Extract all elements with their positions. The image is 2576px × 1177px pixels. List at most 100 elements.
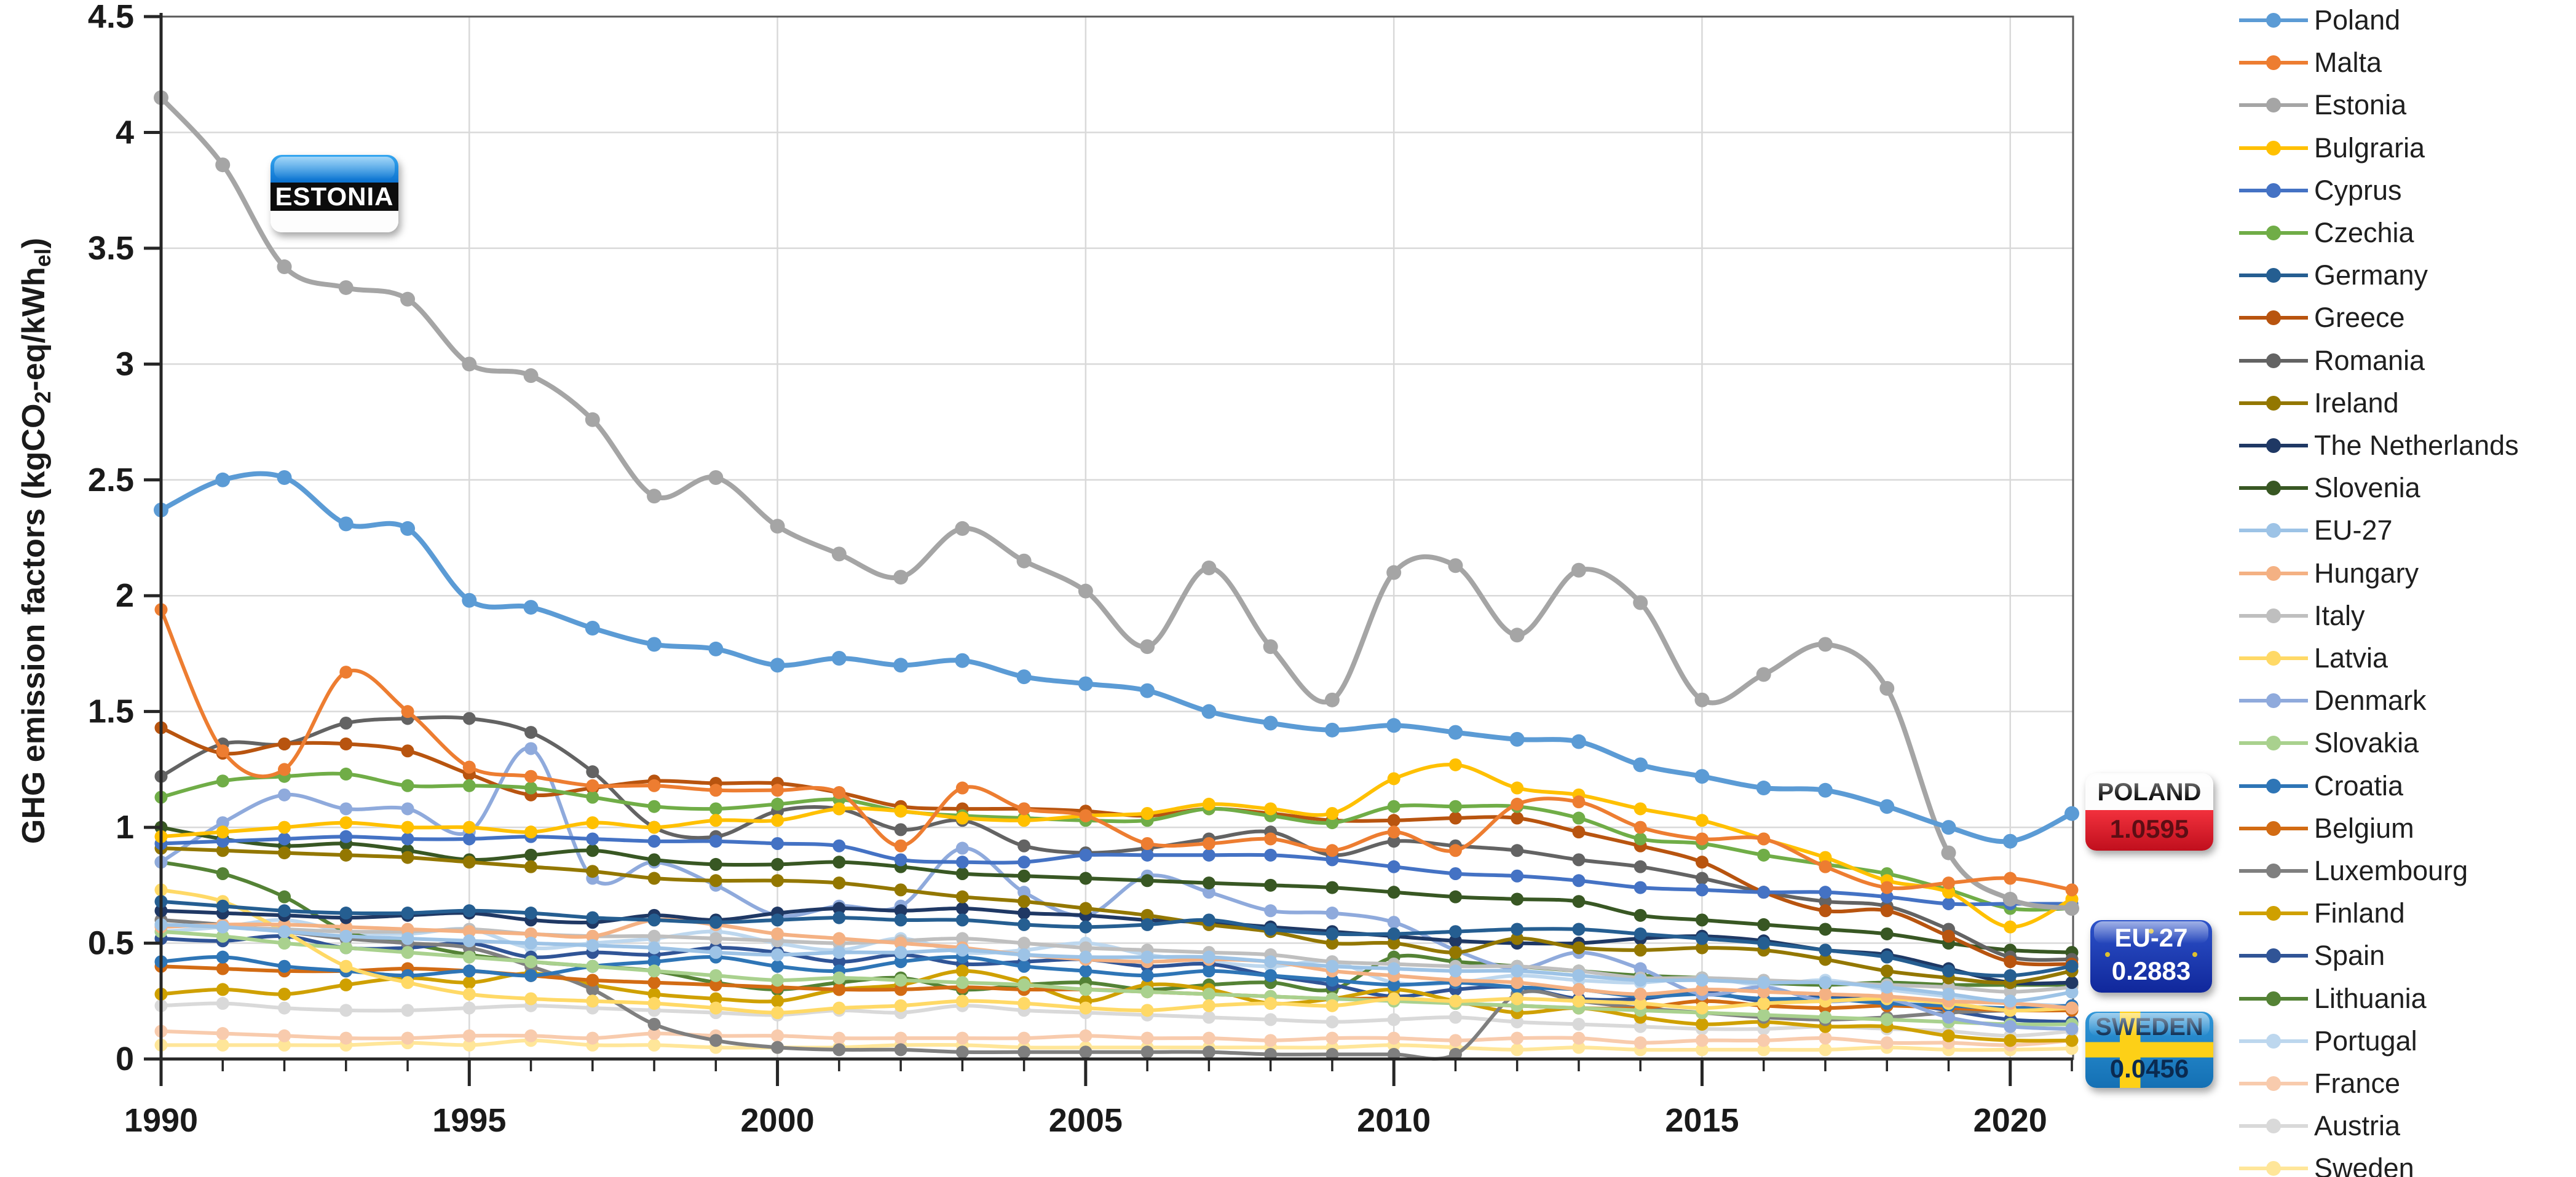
x-tick-label: 1990 <box>124 1102 198 1139</box>
legend-item-latvia: Latvia <box>2239 640 2388 676</box>
chart-legend: Poland Malta Estonia Bulgraria Cyprus Czechia… <box>2239 0 2576 1177</box>
sweden-callout-value: 0.0456 <box>2109 1054 2189 1083</box>
legend-label: Lithuania <box>2314 982 2427 1014</box>
legend-marker-icon <box>2239 268 2308 283</box>
series-line-latvia <box>159 888 2074 1015</box>
estonia-callout-label: ESTONIA <box>271 183 398 211</box>
legend-item-estonia: Estonia <box>2239 87 2406 123</box>
series-line-slovakia <box>159 929 2074 1026</box>
legend-label: Czechia <box>2314 217 2414 248</box>
series-line-spain <box>159 934 2074 1024</box>
y-tick-label: 4.5 <box>88 0 134 35</box>
legend-item-spain: Spain <box>2239 938 2385 974</box>
legend-marker-icon <box>2239 906 2308 921</box>
legend-marker-icon <box>2239 693 2308 709</box>
legend-label: Bulgraria <box>2314 132 2425 163</box>
axes: 4.5 4 3.5 3 2.5 2 1.5 1 0.5 0 1990 1995 2000 2005 2010… <box>88 0 2073 1139</box>
legend-item-finland: Finland <box>2239 896 2405 931</box>
legend-item-bulgraria: Bulgraria <box>2239 130 2425 166</box>
legend-marker-icon <box>2239 864 2308 878</box>
legend-item-belgium: Belgium <box>2239 811 2414 846</box>
series-markers-germany <box>154 895 2079 982</box>
legend-marker-icon <box>2239 1119 2308 1134</box>
legend-label: Poland <box>2314 4 2401 36</box>
legend-label: Sweden <box>2314 1152 2414 1177</box>
legend-marker-icon <box>2239 991 2308 1006</box>
legend-marker-icon <box>2239 1033 2308 1049</box>
legend-item-the-netherlands: The Netherlands <box>2239 428 2519 463</box>
estonia-callout-badge: ESTONIA <box>271 155 398 232</box>
series-line-hungary <box>159 918 2074 1010</box>
gridlines <box>161 17 2073 1059</box>
legend-label: Malta <box>2314 47 2382 79</box>
legend-marker-icon <box>2239 1076 2308 1091</box>
eu27-callout-label: EU-27 <box>2114 923 2188 952</box>
legend-item-germany: Germany <box>2239 258 2428 293</box>
legend-item-portugal: Portugal <box>2239 1023 2417 1059</box>
series-line-slovenia <box>159 825 2074 955</box>
series-line-austria <box>159 1001 2074 1038</box>
legend-label: Germany <box>2314 259 2428 291</box>
legend-item-malta: Malta <box>2239 45 2382 81</box>
legend-marker-icon <box>2239 226 2308 240</box>
series-line-cyprus <box>159 835 2074 907</box>
y-tick-label: 0 <box>116 1041 134 1077</box>
legend-label: Greece <box>2314 302 2405 334</box>
legend-marker-icon <box>2239 948 2308 964</box>
legend-marker-icon <box>2239 778 2308 793</box>
series-line-ireland <box>159 846 2074 985</box>
estonia-flag-blue-stripe <box>271 155 398 183</box>
series-group <box>154 90 2079 1061</box>
legend-label: Luxembourg <box>2314 855 2468 886</box>
sweden-callout-label: SWEDEN <box>2095 1014 2203 1041</box>
legend-item-hungary: Hungary <box>2239 556 2419 591</box>
series-markers-estonia <box>154 90 2079 916</box>
y-tick-label: 1.5 <box>88 693 134 730</box>
legend-label: Latvia <box>2314 642 2388 674</box>
legend-label: Denmark <box>2314 685 2427 717</box>
x-tick-label: 2000 <box>741 1102 815 1139</box>
legend-marker-icon <box>2239 608 2308 623</box>
eu27-callout-badge: EU-27 0.2883 <box>2090 920 2212 993</box>
legend-item-croatia: Croatia <box>2239 768 2403 804</box>
y-tick-label: 2 <box>116 577 134 614</box>
series-markers-cyprus <box>154 830 2079 910</box>
legend-label: Spain <box>2314 940 2385 972</box>
legend-label: Finland <box>2314 897 2405 929</box>
y-tick-label: 3 <box>116 345 134 382</box>
legend-label: Cyprus <box>2314 174 2402 206</box>
y-tick-label: 4 <box>116 114 134 151</box>
eu27-callout-value: 0.2883 <box>2111 956 2191 985</box>
legend-item-luxembourg: Luxembourg <box>2239 853 2468 889</box>
legend-marker-icon <box>2239 651 2308 666</box>
sweden-callout-badge: SWEDEN 0.0456 <box>2085 1012 2213 1088</box>
legend-label: Ireland <box>2314 387 2399 419</box>
y-tick-label: 3.5 <box>88 230 134 267</box>
legend-marker-icon <box>2239 523 2308 538</box>
legend-item-denmark: Denmark <box>2239 683 2427 718</box>
legend-marker-icon <box>2239 821 2308 836</box>
legend-item-eu-27: EU-27 <box>2239 513 2393 548</box>
series-line-finland <box>159 969 2074 1043</box>
series-line-croatia <box>159 955 2074 1010</box>
legend-marker-icon <box>2239 55 2308 71</box>
series-line-france <box>159 1029 2074 1047</box>
series-line-sweden <box>159 1038 2074 1052</box>
legend-item-sweden: Sweden <box>2239 1151 2414 1177</box>
legend-marker-icon <box>2239 438 2308 453</box>
legend-item-slovakia: Slovakia <box>2239 725 2419 761</box>
legend-label: The Netherlands <box>2314 430 2519 461</box>
y-tick-label: 2.5 <box>88 462 134 498</box>
plot-border <box>160 15 2074 1060</box>
poland-callout-label: POLAND <box>2085 773 2213 811</box>
legend-item-italy: Italy <box>2239 598 2365 634</box>
series-line-eu-27 <box>159 923 2074 1003</box>
legend-label: Hungary <box>2314 557 2419 589</box>
legend-marker-icon <box>2239 140 2308 155</box>
series-line-czechia <box>159 771 2074 912</box>
legend-item-slovenia: Slovenia <box>2239 470 2420 506</box>
legend-label: Belgium <box>2314 812 2414 844</box>
legend-marker-icon <box>2239 736 2308 751</box>
